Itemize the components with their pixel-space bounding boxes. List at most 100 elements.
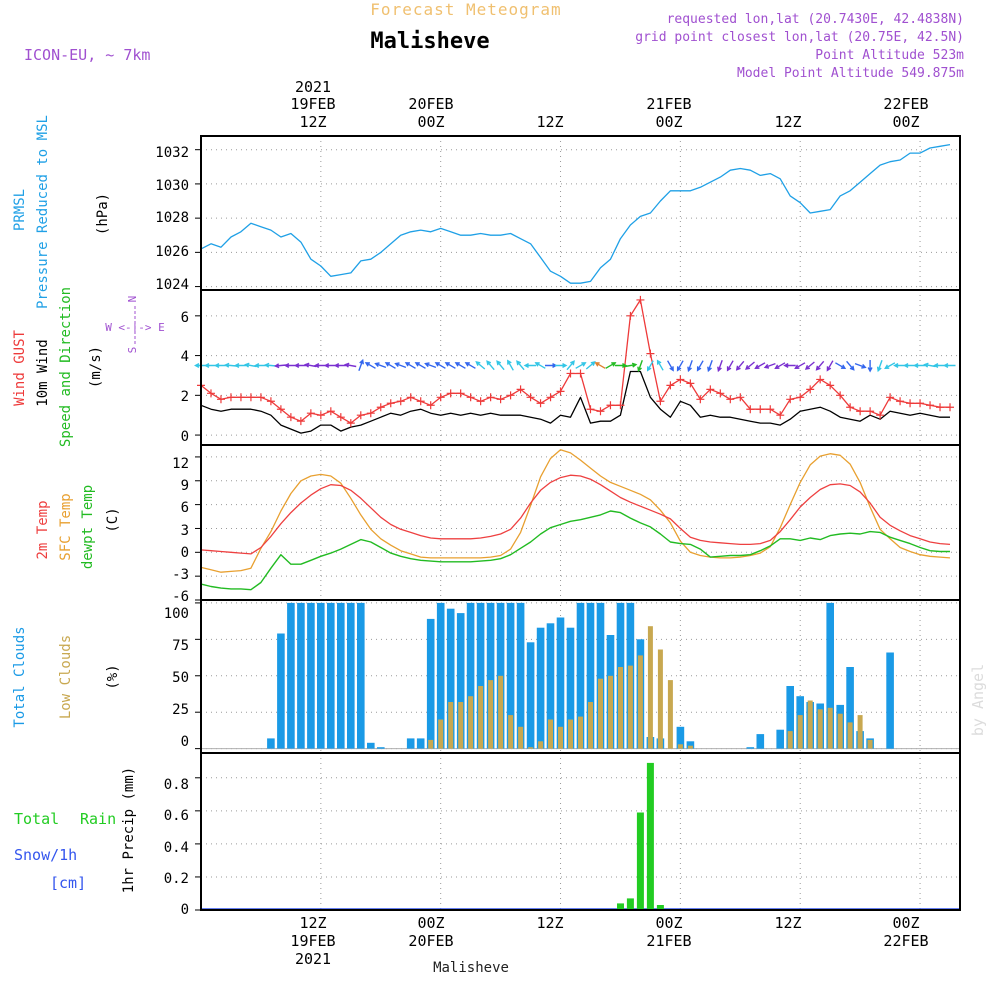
wind-direction-arrow [754, 362, 766, 370]
total-clouds-bar [496, 602, 505, 749]
wind-10m-label: 10m Wind [35, 339, 51, 406]
top-time-axis: 2021 19FEB 12Z 20FEB 00Z 12Z 21FEB 00Z 1… [290, 78, 928, 131]
total-clouds-bar [337, 602, 345, 749]
wind-direction-arrow [943, 362, 956, 369]
temp-2m-label: 2m Temp [35, 500, 51, 559]
y-tick-label: 9 [181, 478, 189, 494]
low-clouds-bar [667, 680, 673, 749]
wind-gust-marker [676, 375, 685, 384]
top-year-label: 2021 [295, 78, 331, 96]
wind-gust-marker [896, 397, 905, 406]
total-clouds-bar [347, 602, 355, 749]
bottom-date-label: 19FEB [290, 932, 335, 950]
rain-bar [646, 762, 654, 910]
wind-gust-marker [336, 413, 345, 422]
total-clouds-bar [367, 742, 375, 749]
wind-direction-arrow [854, 362, 867, 369]
wind-direction-arrow [913, 362, 926, 369]
wind-gust-marker [466, 393, 475, 402]
wind-gust-marker [616, 401, 625, 410]
y-tick-label: 1024 [155, 277, 189, 293]
wind-gust-marker [476, 397, 485, 406]
wind-direction-arrow [333, 362, 347, 369]
wind-direction-arrow [534, 362, 546, 369]
wind-direction-arrow [624, 362, 638, 368]
low-clouds-bar [797, 715, 803, 749]
top-date-label: 19FEB [290, 95, 335, 113]
wind-gust-marker [846, 403, 855, 412]
total-clouds-bar [516, 602, 525, 749]
y-tick-label: 6 [181, 310, 189, 326]
wind-gust-marker [696, 395, 705, 404]
wind-compass: N W <-|-> E S [105, 296, 165, 354]
wind-gust-marker [256, 393, 265, 402]
wind-direction-arrow [496, 360, 505, 371]
y-tick-label: 0.6 [164, 808, 189, 824]
wind-direction-arrow [575, 362, 587, 369]
temp-panel-frame [200, 444, 961, 601]
low-clouds-bar [518, 726, 524, 749]
wind-gust-marker [356, 411, 365, 420]
wind-direction-arrow [585, 361, 596, 370]
wind-direction-arrow [696, 360, 704, 372]
total-clouds-bar [327, 602, 335, 749]
wind-direction-arrow [545, 362, 558, 369]
y-tick-label: 0 [181, 545, 189, 561]
grid-layer [195, 136, 960, 911]
total-clouds-bar [786, 686, 794, 749]
low-clouds-bar [847, 722, 853, 749]
wind-gust-marker [826, 381, 835, 390]
wind-direction-arrow [523, 362, 537, 369]
wind-gust-marker [206, 389, 215, 398]
pressure-label-msl: Pressure Reduced to MSL [35, 115, 51, 309]
footer-location: Malisheve [433, 960, 509, 976]
wind-direction-arrow [707, 360, 713, 373]
wind-direction-arrow [507, 359, 514, 371]
top-hour-label: 12Z [536, 113, 563, 131]
pressure-panel-frame [200, 135, 961, 291]
low-clouds-bar [657, 649, 663, 749]
wind-panel-frame [200, 289, 961, 446]
total-clouds-bar [826, 602, 834, 749]
wind-direction-arrow [594, 362, 606, 369]
wind-gust-marker [236, 393, 245, 402]
y-tick-label: -6 [172, 589, 189, 605]
rain-bar [626, 898, 634, 910]
rain-bar [656, 905, 664, 910]
y-tick-label: 0 [181, 734, 189, 750]
wind-gust-marker [286, 413, 295, 422]
wind-direction-arrow [726, 360, 734, 372]
wind-direction-arrow [867, 360, 873, 373]
wind-unit: (m/s) [88, 346, 104, 388]
wind-direction-arrow [414, 362, 426, 369]
top-hour-label: 00Z [892, 113, 919, 131]
temp-y-axis: -6 -3 0 3 6 9 12 [172, 456, 189, 605]
total-clouds-bar [456, 613, 465, 749]
low-clouds-bar [548, 719, 553, 749]
wind-gust-marker [636, 295, 645, 304]
low-clouds-bar [448, 702, 454, 749]
top-hour-label: 12Z [774, 113, 801, 131]
bottom-hour-label: 12Z [299, 914, 326, 932]
wind-gust-marker [396, 397, 405, 406]
low-clouds-bar [508, 715, 514, 749]
clouds-y-axis: 0 25 50 75 100 [164, 606, 189, 750]
precip-rain-label: Rain [80, 810, 116, 828]
wind-direction-arrow [717, 360, 723, 373]
total-clouds-bar [317, 602, 325, 749]
compass-north: N [126, 296, 139, 303]
low-clouds-bar [857, 715, 863, 749]
wind-gust-marker [526, 393, 535, 402]
total-clouds-bar [756, 734, 765, 749]
temp-2m-line [200, 474, 951, 555]
y-tick-label: 25 [172, 702, 189, 718]
low-clouds-bar [637, 655, 643, 749]
wind-direction-arrow [804, 361, 815, 370]
wind-gust-marker [866, 407, 875, 416]
wind-direction-arrow [358, 358, 364, 371]
wind-gust-marker [486, 393, 495, 402]
wind-gust-line [200, 299, 950, 424]
wind-gust-marker [906, 399, 915, 408]
y-tick-label: -3 [172, 567, 189, 583]
wind-gust-marker [296, 417, 305, 426]
